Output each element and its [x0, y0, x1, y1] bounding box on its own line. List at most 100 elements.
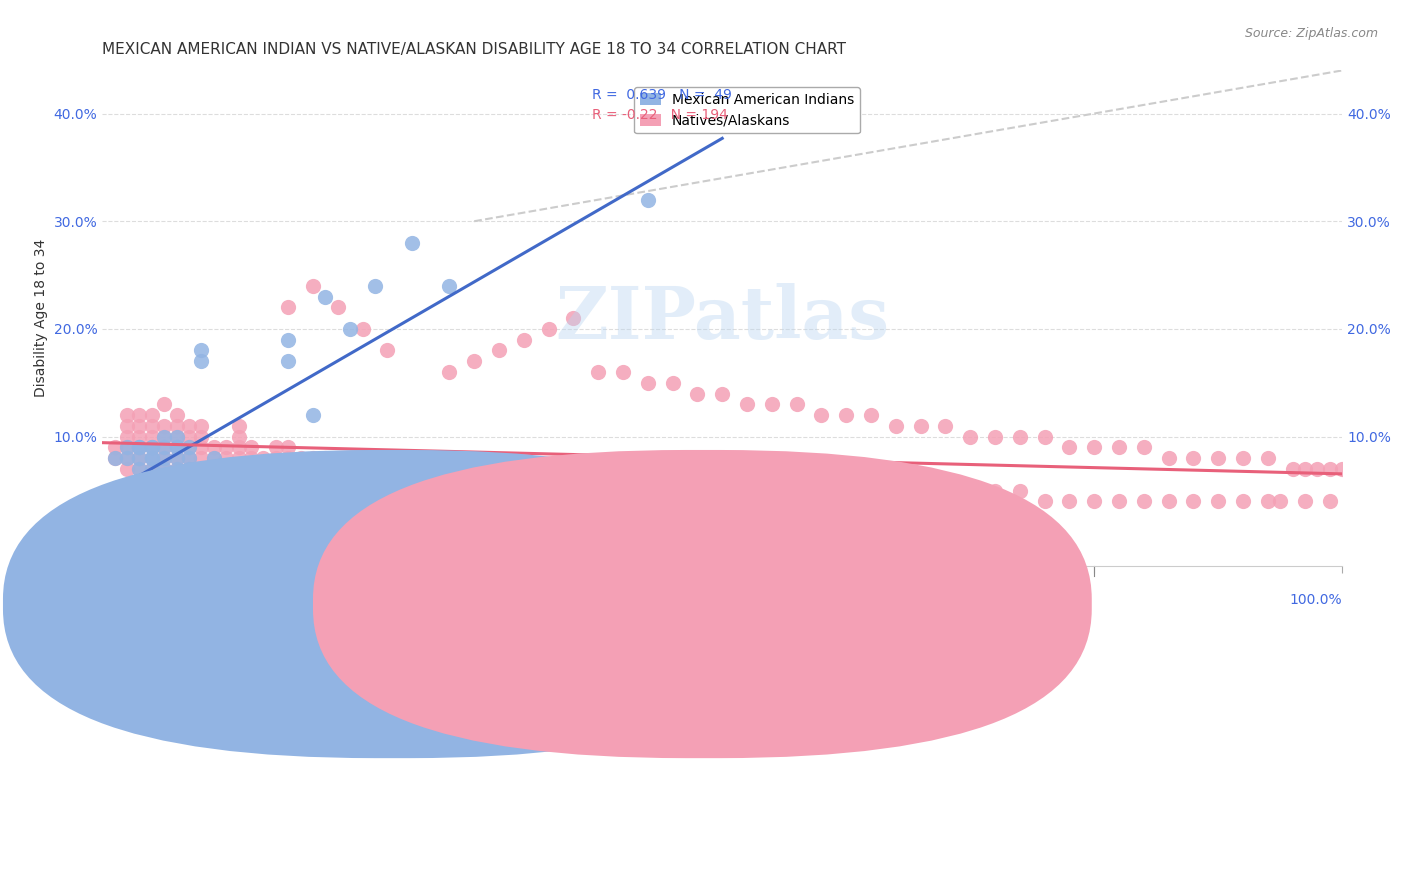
Point [153, 473, 176, 487]
Point [661, 473, 683, 487]
Point [166, 441, 188, 455]
Point [637, 473, 659, 487]
Point [115, 451, 138, 466]
Point [884, 483, 907, 498]
Point [475, 462, 498, 476]
Point [153, 397, 176, 411]
Point [302, 473, 325, 487]
Point [115, 462, 138, 476]
Point [339, 473, 361, 487]
Point [202, 473, 225, 487]
Point [1294, 462, 1316, 476]
Point [339, 462, 361, 476]
Point [364, 473, 387, 487]
Point [314, 451, 336, 466]
Point [215, 473, 238, 487]
Point [1232, 494, 1254, 508]
Point [202, 462, 225, 476]
Point [141, 451, 163, 466]
Point [128, 451, 150, 466]
Text: 0.0%: 0.0% [103, 593, 138, 607]
Text: Mexican American Indians: Mexican American Indians [433, 603, 614, 617]
Point [761, 397, 783, 411]
Text: Source: ZipAtlas.com: Source: ZipAtlas.com [1244, 27, 1378, 40]
Point [377, 462, 399, 476]
Point [1319, 462, 1341, 476]
Point [1083, 494, 1105, 508]
Point [166, 451, 188, 466]
Point [550, 462, 572, 476]
Point [1306, 462, 1329, 476]
Point [166, 462, 188, 476]
Point [141, 441, 163, 455]
Point [228, 462, 250, 476]
FancyBboxPatch shape [314, 450, 1092, 758]
Point [1059, 441, 1081, 455]
Point [153, 418, 176, 433]
Point [128, 451, 150, 466]
Point [686, 473, 709, 487]
Point [141, 441, 163, 455]
Point [141, 451, 163, 466]
Point [166, 473, 188, 487]
Point [624, 473, 647, 487]
Point [141, 430, 163, 444]
Point [513, 473, 536, 487]
Point [984, 430, 1007, 444]
Point [215, 462, 238, 476]
Point [326, 462, 349, 476]
Point [302, 408, 325, 422]
Point [537, 322, 560, 336]
Point [488, 343, 510, 358]
Point [934, 418, 956, 433]
Point [177, 441, 200, 455]
FancyBboxPatch shape [3, 450, 782, 758]
Point [377, 343, 399, 358]
Text: Natives/Alaskans: Natives/Alaskans [762, 603, 880, 617]
Point [141, 462, 163, 476]
Point [228, 441, 250, 455]
Point [302, 451, 325, 466]
Point [401, 462, 423, 476]
Point [439, 473, 461, 487]
Point [1331, 462, 1354, 476]
Point [190, 462, 212, 476]
Point [884, 418, 907, 433]
Point [599, 473, 621, 487]
Point [215, 462, 238, 476]
Y-axis label: Disability Age 18 to 34: Disability Age 18 to 34 [34, 239, 48, 397]
Point [1294, 494, 1316, 508]
Point [153, 441, 176, 455]
Point [364, 462, 387, 476]
Point [103, 441, 125, 455]
Point [153, 430, 176, 444]
Point [190, 343, 212, 358]
Point [115, 418, 138, 433]
Point [1008, 430, 1031, 444]
Point [128, 462, 150, 476]
Point [959, 430, 981, 444]
Point [128, 408, 150, 422]
Point [277, 333, 299, 347]
Point [426, 462, 449, 476]
Point [339, 322, 361, 336]
Point [128, 441, 150, 455]
Point [439, 462, 461, 476]
Point [153, 462, 176, 476]
Point [748, 483, 770, 498]
Point [1206, 494, 1229, 508]
Point [501, 462, 523, 476]
Point [1232, 451, 1254, 466]
Point [252, 451, 274, 466]
Point [228, 451, 250, 466]
Point [637, 193, 659, 207]
Point [314, 462, 336, 476]
Point [177, 462, 200, 476]
Point [153, 451, 176, 466]
Point [352, 473, 374, 487]
Point [141, 462, 163, 476]
Point [650, 473, 672, 487]
Point [153, 462, 176, 476]
Point [290, 451, 312, 466]
Point [1182, 451, 1205, 466]
